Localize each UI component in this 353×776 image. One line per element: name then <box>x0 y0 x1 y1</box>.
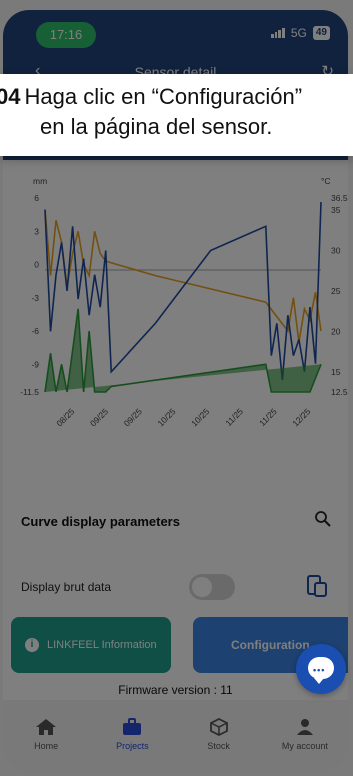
chat-dots: ••• <box>313 665 326 675</box>
callout-text-1: Haga clic en “Configuración” <box>24 84 303 109</box>
chat-button[interactable]: ••• <box>296 644 346 694</box>
callout-line-1: 04 Haga clic en “Configuración” <box>0 84 302 110</box>
chat-bubble-icon <box>308 657 334 684</box>
callout-step-number: 04 <box>0 84 21 109</box>
callout-line-2: en la página del sensor. <box>40 114 273 139</box>
tutorial-callout: 04 Haga clic en “Configuración” en la pág… <box>0 74 353 156</box>
